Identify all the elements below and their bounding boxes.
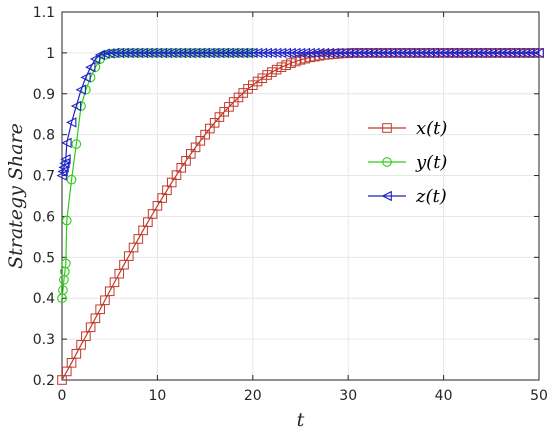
y-tick-label: 0.6	[33, 209, 55, 225]
data-point	[85, 62, 96, 73]
data-point	[60, 258, 71, 269]
x-tick-label: 10	[148, 388, 166, 404]
x-tick-label: 30	[339, 388, 357, 404]
plot-area-frame	[61, 11, 540, 381]
y-tick-label: 0.3	[33, 332, 55, 348]
axis-ticks: 0 10 20 30 40 50 0.2 0.3 0.4 0.5 0.6 0.7 0.8 0.9 1 1.1	[33, 5, 548, 404]
series-2	[56, 47, 544, 181]
x-tick-label: 40	[435, 388, 453, 404]
y-axis-label: Strategy Share	[5, 123, 27, 269]
data-point	[71, 139, 82, 149]
data-point	[533, 47, 544, 59]
legend-label: z(t)	[415, 186, 447, 207]
y-tick-label: 0.5	[33, 250, 55, 266]
data-point	[94, 49, 106, 61]
x-tick-label: 50	[530, 388, 548, 404]
data-point	[80, 72, 91, 83]
data-point	[528, 47, 540, 59]
data-point	[61, 137, 72, 149]
data-point	[66, 174, 77, 185]
legend-marker	[382, 157, 392, 167]
y-tick-label: 1	[46, 46, 55, 62]
legend: x(t) y(t) z(t)	[368, 118, 447, 207]
legend-label: y(t)	[415, 152, 447, 173]
x-axis-label: t	[297, 409, 305, 431]
legend-marker	[381, 190, 392, 202]
legend-marker	[382, 123, 392, 133]
series-layer	[56, 47, 544, 385]
data-point	[104, 48, 115, 59]
legend-item: x(t)	[368, 118, 447, 139]
y-tick-label: 0.7	[33, 169, 55, 185]
y-tick-label: 0.9	[33, 87, 55, 103]
data-point	[99, 48, 110, 59]
y-tick-label: 0.2	[33, 373, 55, 389]
data-point	[75, 84, 86, 95]
legend-item: z(t)	[368, 186, 447, 207]
y-tick-label: 0.8	[33, 128, 55, 144]
y-tick-label: 1.1	[33, 5, 55, 21]
legend-label: x(t)	[416, 118, 447, 139]
data-point	[70, 100, 82, 112]
data-point	[61, 215, 72, 226]
x-tick-label: 0	[58, 388, 67, 404]
legend-item: y(t)	[368, 152, 447, 173]
data-point	[58, 285, 68, 295]
data-point	[60, 154, 71, 165]
x-tick-label: 20	[244, 388, 262, 404]
y-tick-label: 0.4	[33, 291, 55, 307]
data-point	[66, 117, 77, 128]
data-point	[89, 53, 101, 65]
